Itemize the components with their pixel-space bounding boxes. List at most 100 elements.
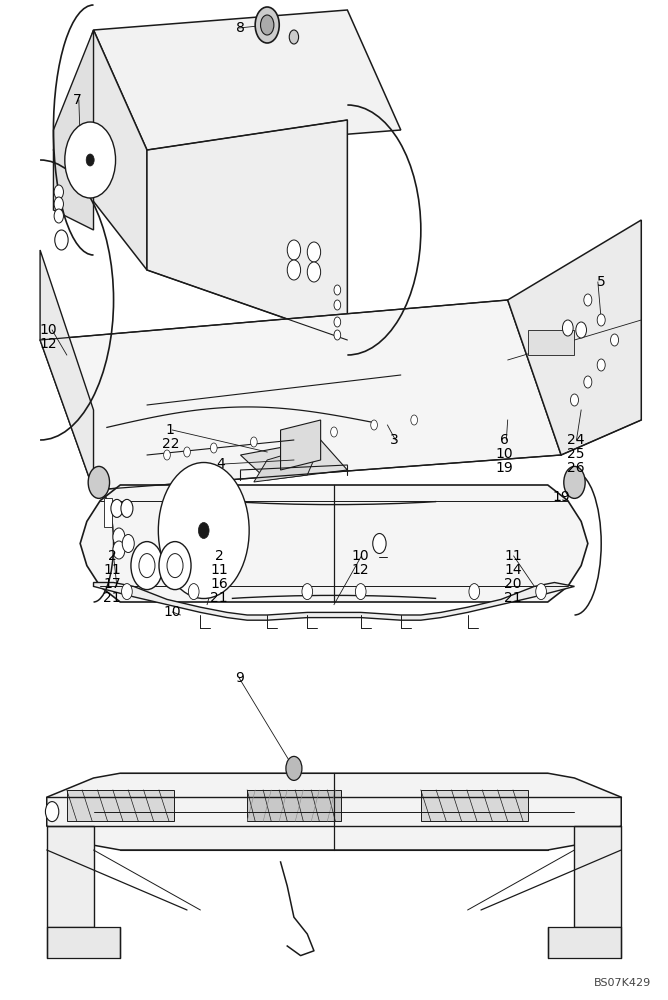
Circle shape [250, 437, 257, 447]
Polygon shape [80, 485, 588, 602]
Polygon shape [53, 30, 147, 270]
Circle shape [158, 462, 249, 598]
Circle shape [411, 415, 418, 425]
Circle shape [355, 584, 366, 600]
Text: 11: 11 [504, 549, 522, 563]
Circle shape [597, 314, 605, 326]
Circle shape [570, 394, 578, 406]
Text: 2: 2 [108, 549, 117, 563]
Circle shape [597, 359, 605, 371]
Text: 19: 19 [552, 490, 570, 504]
Text: 5: 5 [597, 275, 606, 289]
Polygon shape [574, 826, 621, 927]
Polygon shape [147, 120, 347, 340]
Circle shape [54, 197, 63, 211]
Circle shape [122, 584, 132, 600]
Circle shape [139, 554, 155, 578]
Text: 25: 25 [567, 447, 584, 461]
Polygon shape [548, 927, 621, 958]
Circle shape [255, 7, 279, 43]
Polygon shape [94, 10, 401, 150]
Bar [528, 330, 574, 355]
Circle shape [307, 262, 321, 282]
Circle shape [287, 240, 301, 260]
Polygon shape [94, 582, 574, 620]
Polygon shape [67, 790, 174, 821]
Circle shape [611, 334, 619, 346]
Polygon shape [40, 300, 561, 490]
Circle shape [562, 320, 573, 336]
Polygon shape [508, 220, 641, 455]
Circle shape [184, 447, 190, 457]
Circle shape [584, 294, 592, 306]
Circle shape [564, 466, 585, 498]
Polygon shape [281, 420, 321, 470]
Text: 22: 22 [162, 437, 179, 451]
Circle shape [307, 242, 321, 262]
Circle shape [286, 756, 302, 780]
Text: 11: 11 [104, 563, 121, 577]
Text: 9: 9 [234, 671, 244, 685]
Bar [104, 498, 112, 527]
Circle shape [121, 499, 133, 517]
Circle shape [45, 802, 59, 822]
Circle shape [334, 285, 341, 295]
Circle shape [334, 317, 341, 327]
Circle shape [261, 15, 274, 35]
Text: 10: 10 [39, 323, 57, 337]
Text: 11: 11 [210, 563, 228, 577]
Polygon shape [53, 30, 94, 230]
Circle shape [55, 230, 68, 250]
Text: 24: 24 [567, 433, 584, 447]
Circle shape [536, 584, 546, 600]
Circle shape [65, 122, 116, 198]
Polygon shape [47, 927, 120, 958]
Text: 12: 12 [352, 563, 369, 577]
Polygon shape [240, 440, 347, 480]
Circle shape [210, 443, 217, 453]
Text: 4: 4 [216, 457, 225, 471]
Circle shape [584, 376, 592, 388]
Text: 14: 14 [504, 563, 522, 577]
Circle shape [334, 300, 341, 310]
Circle shape [198, 522, 209, 538]
Circle shape [373, 534, 386, 554]
Text: 1: 1 [166, 423, 175, 437]
Polygon shape [47, 826, 94, 927]
Circle shape [334, 330, 341, 340]
Circle shape [302, 584, 313, 600]
Text: 12: 12 [39, 337, 57, 351]
Circle shape [86, 154, 94, 166]
Text: 19: 19 [496, 461, 513, 475]
Text: 26: 26 [567, 461, 584, 475]
Circle shape [54, 209, 63, 223]
Text: 10: 10 [164, 605, 181, 619]
Circle shape [111, 499, 123, 517]
Polygon shape [421, 790, 528, 821]
Circle shape [167, 554, 183, 578]
Circle shape [331, 427, 337, 437]
Polygon shape [47, 773, 621, 850]
Circle shape [188, 584, 199, 600]
Text: 6: 6 [500, 433, 509, 447]
Circle shape [113, 541, 125, 559]
Circle shape [131, 542, 163, 590]
Text: BS07K429: BS07K429 [594, 978, 651, 988]
Polygon shape [247, 790, 341, 821]
Text: 10: 10 [496, 447, 513, 461]
Text: 17: 17 [104, 577, 121, 591]
Circle shape [122, 534, 134, 552]
Circle shape [371, 420, 377, 430]
Text: 21: 21 [210, 591, 228, 605]
Text: 21: 21 [104, 591, 121, 605]
Text: 7: 7 [72, 93, 81, 107]
Circle shape [576, 322, 587, 338]
Text: 16: 16 [210, 577, 228, 591]
Circle shape [164, 450, 170, 460]
Circle shape [159, 542, 191, 590]
Polygon shape [40, 250, 94, 490]
Polygon shape [254, 444, 321, 482]
Text: 10: 10 [352, 549, 369, 563]
Text: 2: 2 [214, 549, 224, 563]
Circle shape [289, 30, 299, 44]
